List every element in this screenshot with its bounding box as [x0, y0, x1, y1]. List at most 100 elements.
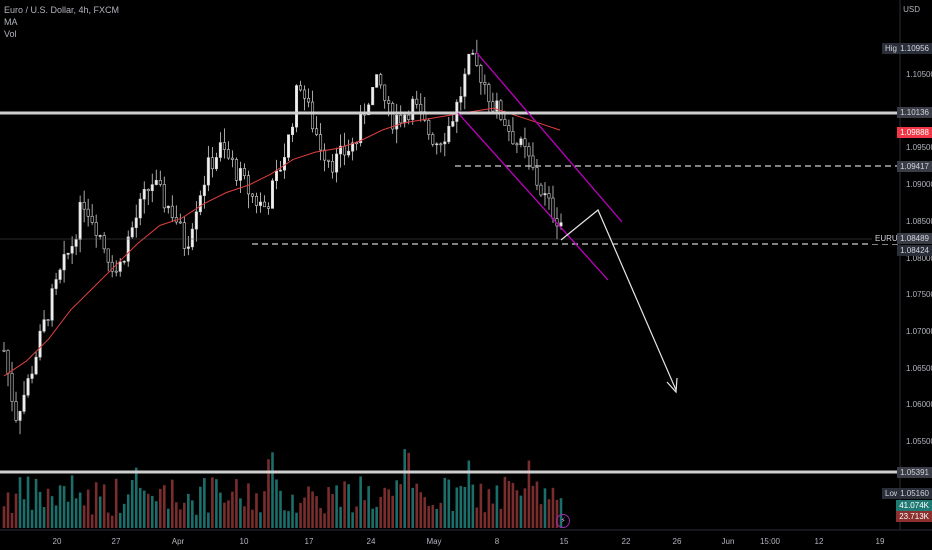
volume-bar — [86, 489, 90, 528]
volume-bar — [130, 480, 134, 528]
volume-bar — [223, 502, 226, 528]
volume-bar — [78, 492, 82, 528]
candle-body — [46, 319, 50, 321]
candle-body — [98, 235, 102, 237]
candle-body — [214, 157, 218, 170]
volume-bar — [543, 488, 547, 528]
candle-body — [471, 53, 475, 55]
volume-bar — [22, 499, 26, 528]
candle-body — [467, 53, 471, 75]
candle-body — [94, 222, 98, 236]
ma-price-label: 1.09888 — [897, 127, 932, 138]
price-tick: 1.08500 — [906, 216, 932, 226]
volume-bar — [395, 480, 399, 528]
candle-body — [319, 134, 323, 151]
channel-upper-line[interactable] — [475, 51, 623, 223]
high-price-label: 1.10956 — [897, 43, 932, 54]
volume-bar — [171, 479, 174, 528]
projection-arrow[interactable] — [560, 209, 677, 391]
lightning-icon[interactable]: ⚡ — [556, 514, 570, 528]
candle-body — [447, 125, 451, 143]
candle-body — [138, 198, 142, 219]
volume-bar — [102, 484, 106, 528]
candle-body — [427, 119, 431, 135]
candle-body — [535, 167, 539, 186]
volume-bar — [146, 493, 150, 528]
candle-body — [130, 227, 134, 238]
ma-indicator-label[interactable]: MA — [4, 17, 18, 27]
volume-bar — [319, 507, 322, 528]
volume-bar — [106, 512, 110, 528]
currency-label[interactable]: USD — [903, 5, 920, 14]
candle-body — [34, 356, 38, 375]
candle-body — [475, 53, 479, 66]
candle-body — [539, 184, 543, 196]
low-tag: Low — [882, 488, 903, 499]
volume-bar — [475, 507, 479, 528]
volume-bar — [150, 495, 154, 528]
volume-bar — [70, 475, 74, 528]
volume-bar — [283, 510, 286, 528]
candle-body — [250, 193, 254, 197]
candle-body — [411, 98, 415, 121]
volume-bar — [287, 511, 290, 528]
candle-body — [118, 261, 122, 272]
volume-bar — [527, 460, 531, 528]
volume-bar — [46, 488, 50, 528]
volume-bar — [58, 485, 62, 528]
time-tick: 19 — [875, 537, 885, 546]
volume-bar — [403, 449, 407, 528]
volume-bar — [251, 509, 254, 528]
price-tick: 1.09500 — [906, 143, 932, 153]
volume-bar — [551, 487, 555, 528]
candle-body — [134, 217, 138, 228]
volume-bar — [435, 508, 439, 528]
volume-bar — [483, 512, 487, 528]
volume-bar — [307, 486, 310, 528]
candle-body — [266, 206, 270, 209]
candle-body — [479, 65, 483, 83]
candle-body — [383, 84, 387, 101]
candle-body — [202, 184, 206, 196]
volume-bar — [215, 479, 218, 528]
candle-body — [315, 128, 319, 135]
candle-body — [254, 195, 258, 206]
volume-label-1: 41.074K — [896, 500, 932, 511]
symbol-tag: EURUSD — [872, 233, 912, 244]
volume-bar — [90, 514, 94, 528]
candle-body — [154, 179, 158, 185]
channel-lower-line[interactable] — [457, 112, 609, 281]
volume-bar — [259, 512, 262, 528]
volume-bar — [30, 509, 34, 528]
candle-body — [303, 89, 307, 99]
volume-bar — [331, 494, 334, 528]
candle-body — [238, 168, 242, 181]
volume-bar — [247, 483, 250, 528]
volume-bar — [351, 512, 354, 528]
volume-bar — [191, 500, 194, 528]
volume-bar — [427, 505, 431, 528]
volume-bar — [162, 485, 166, 528]
volume-indicator-label[interactable]: Vol — [4, 29, 17, 39]
candle-body — [331, 161, 335, 173]
symbol-title[interactable]: Euro / U.S. Dollar, 4h, FXCM — [4, 5, 120, 15]
price-tick: 1.08000 — [906, 253, 932, 263]
candle-body — [230, 157, 234, 160]
time-tick: 20 — [52, 537, 62, 546]
candle-body — [403, 114, 407, 124]
volume-bar — [275, 479, 278, 528]
candle-body — [379, 74, 383, 86]
high-tag: High — [882, 43, 905, 54]
candle-body — [547, 193, 551, 199]
chart-legend: Euro / U.S. Dollar, 4h, FXCM MA Vol — [4, 4, 119, 40]
candle-body — [222, 142, 226, 150]
volume-bar — [479, 483, 483, 528]
candle-body — [311, 101, 315, 130]
price-tick: 1.10500 — [906, 70, 932, 80]
volume-bar — [355, 506, 358, 528]
time-tick: 12 — [814, 537, 824, 546]
volume-bar — [443, 477, 447, 528]
volume-bar — [142, 490, 146, 528]
volume-bar — [463, 486, 467, 528]
